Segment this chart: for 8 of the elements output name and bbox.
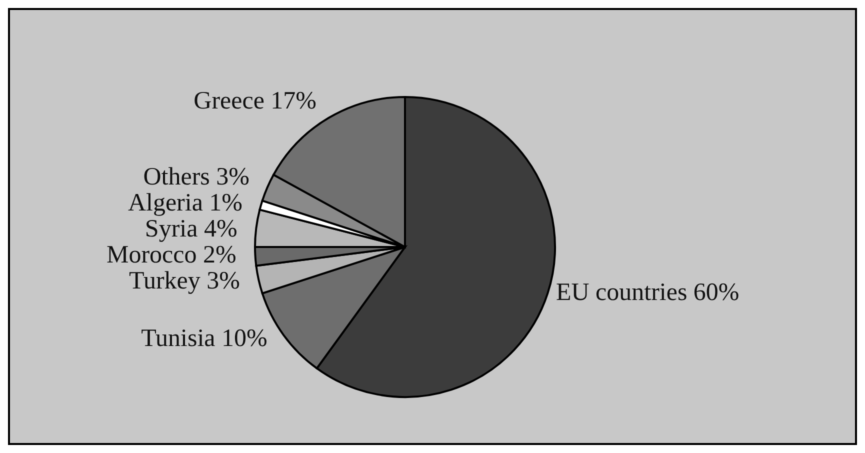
slice-label: Turkey 3% (129, 267, 240, 294)
slice-label: Syria 4% (144, 215, 238, 242)
slice-label: Tunisia 10% (141, 324, 268, 352)
slice-label: Greece 17% (194, 87, 317, 114)
slice-label: Morocco 2% (106, 241, 236, 268)
slice-label: EU countries 60% (556, 279, 740, 306)
slice-label: Others 3% (143, 163, 250, 190)
slice-label: Algeria 1% (128, 189, 243, 216)
